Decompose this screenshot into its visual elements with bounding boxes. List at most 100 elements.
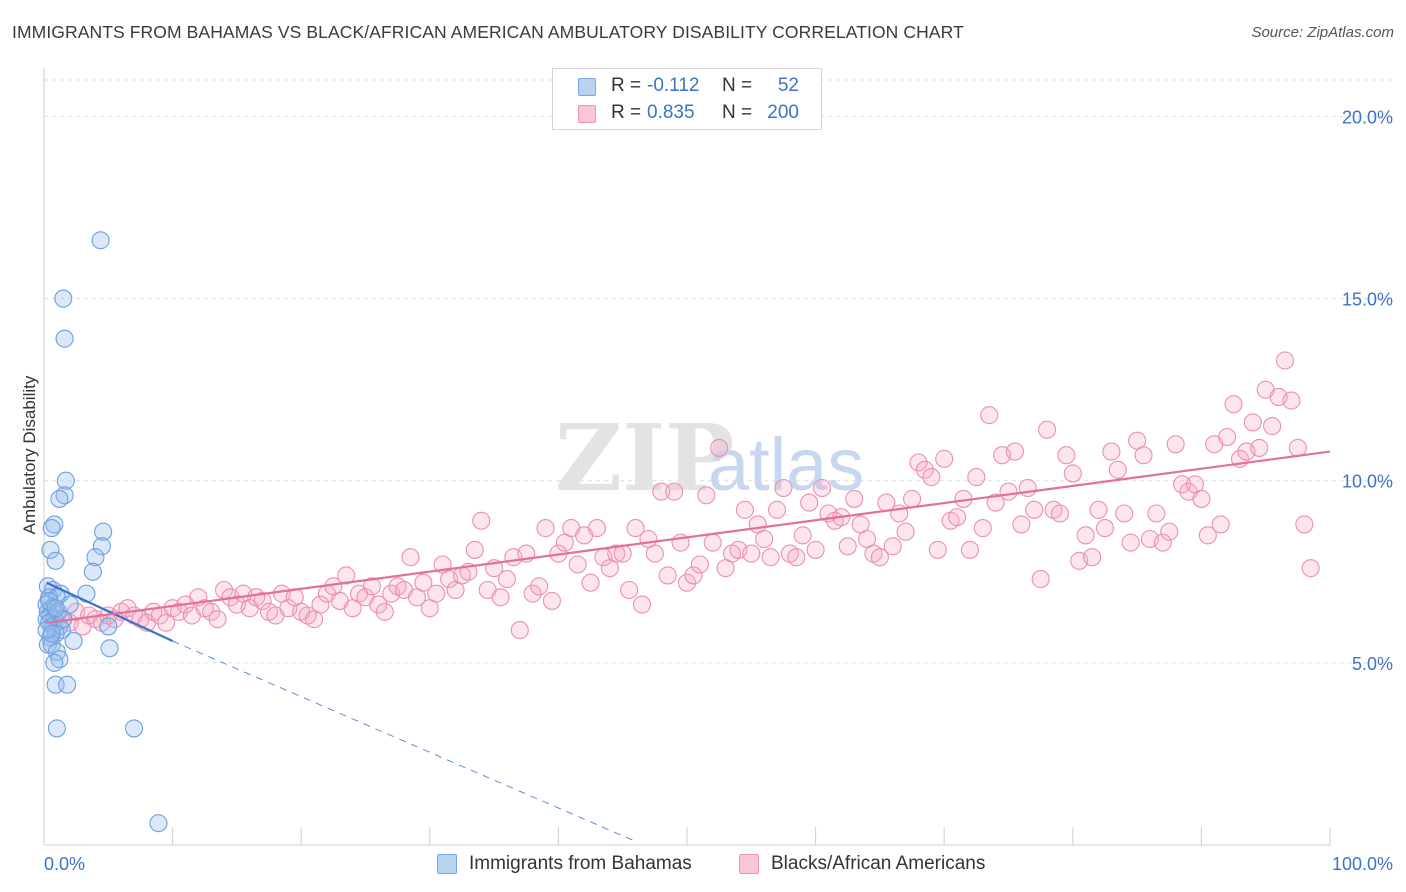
data-point-blacks [928,540,947,559]
data-point-blacks [530,577,549,596]
data-point-bahamas [42,519,61,538]
data-point-blacks [1038,420,1057,439]
data-point-blacks [1147,504,1166,523]
x-tick-label: 100.0% [1332,854,1393,874]
data-point-blacks [973,519,992,538]
data-point-blacks [1134,446,1153,465]
data-point-blacks [1166,435,1185,454]
legend-label: Immigrants from Bahamas [469,853,692,874]
data-point-blacks [581,573,600,592]
axis-labels: 5.0% 10.0% 15.0% 20.0% 0.0% 100.0% Ambulatory … [20,107,1393,874]
data-point-blacks [870,548,889,567]
data-point-blacks [742,544,761,563]
data-point-blacks [658,566,677,585]
legend-swatch-blue [437,854,457,874]
data-point-blacks [645,544,664,563]
data-point-bahamas [92,537,111,556]
data-point-bahamas [56,471,75,490]
data-point-blacks [587,519,607,538]
data-point-blacks [677,573,697,592]
data-point-blacks [787,548,806,567]
data-point-bahamas [37,621,56,640]
data-point-bahamas [99,617,118,636]
data-point-blacks [710,438,729,457]
data-point-blacks [915,460,934,479]
data-point-blacks [980,406,999,425]
y-tick-label: 10.0% [1342,472,1393,492]
y-tick-label: 15.0% [1342,290,1393,310]
data-point-blacks [1083,548,1102,567]
trend-line-bahamas-extension [172,640,636,842]
data-point-blacks [401,548,420,567]
data-point-blacks [1095,519,1114,538]
data-point-blacks [793,526,812,545]
legend-swatch-pink [578,105,596,123]
data-point-bahamas [46,551,65,570]
data-point-blacks [1211,515,1230,534]
y-tick-label: 20.0% [1342,107,1393,127]
data-point-bahamas [45,653,64,672]
trend-line-blacks [46,450,1331,624]
data-point-blacks [652,482,671,501]
data-point-blacks [1108,460,1127,479]
data-point-blacks [1018,478,1037,498]
data-point-blacks [1288,438,1307,457]
data-point-bahamas [47,642,66,661]
data-point-blacks [510,621,529,640]
n-value: 200 [767,102,799,123]
data-point-blacks [755,529,774,549]
data-point-bahamas [100,639,119,658]
data-point-blacks [812,478,832,498]
data-point-blacks [1089,500,1108,519]
data-point-bahamas [64,631,83,651]
data-point-blacks [909,453,928,472]
data-point-bahamas [124,719,144,738]
x-tick-label: 0.0% [44,854,85,874]
data-point-blacks [1218,427,1237,447]
legend-label: Blacks/African Americans [771,853,986,874]
data-point-blacks [253,591,272,610]
data-point-blacks [1282,391,1301,410]
data-point-bahamas [38,635,57,654]
data-point-blacks [523,584,542,603]
data-point-blacks [626,519,645,538]
data-point-blacks [800,493,819,512]
r-value: 0.835 [647,102,695,123]
data-point-blacks [1063,464,1082,483]
data-point-bahamas [58,675,77,694]
data-point-blacks [375,602,394,621]
r-label: R = [611,102,642,123]
data-point-blacks [1012,515,1031,534]
data-point-blacks [1263,417,1282,436]
data-point-bahamas [47,719,66,738]
data-point-blacks [465,540,484,559]
data-point-blacks [665,482,684,501]
data-point-blacks [536,519,555,538]
data-point-blacks [1153,533,1172,552]
watermark-atlas: atlas [708,423,864,506]
data-point-blacks [960,540,979,559]
watermark: ZIP atlas [555,404,864,512]
legend-row-blacks: R = 0.835 N = 200 [553,101,821,127]
data-point-blacks [1192,489,1211,508]
data-point-blacks [1243,413,1262,432]
data-point-blacks [967,468,986,487]
source-label: Source: ZipAtlas.com [1251,24,1394,41]
data-point-blacks [999,482,1018,501]
data-point-bahamas [54,289,73,308]
data-point-blacks [1102,442,1121,461]
data-point-blacks [1025,500,1044,519]
data-point-blacks [883,537,902,556]
n-label: N = [722,102,753,123]
data-point-bahamas [55,329,74,348]
data-point-blacks [311,595,330,614]
data-point-blacks [767,500,787,519]
data-point-blacks [896,522,915,541]
data-point-blacks [838,537,857,556]
data-point-bahamas [149,814,168,833]
data-point-blacks [632,595,652,614]
r-value: -0.112 [647,75,700,96]
data-point-blacks [208,610,227,629]
data-point-blacks [362,577,381,596]
